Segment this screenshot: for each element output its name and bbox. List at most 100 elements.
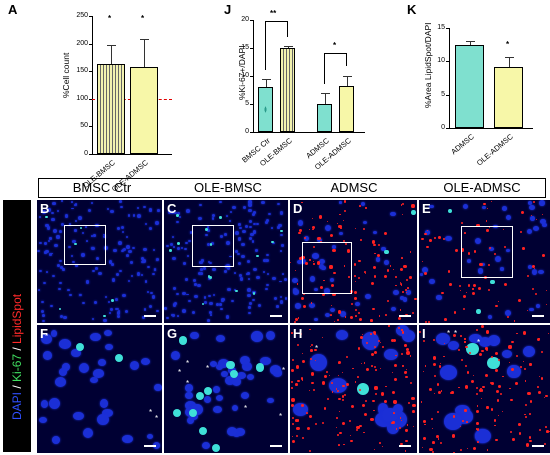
lipid-droplet — [436, 383, 440, 386]
dapi-nucleus — [272, 242, 275, 245]
lipid-droplet — [373, 409, 375, 411]
dapi-nucleus — [247, 294, 251, 298]
lipid-droplet — [346, 356, 349, 359]
lipid-droplet — [499, 392, 503, 395]
lipid-droplet — [354, 227, 357, 230]
lipid-droplet — [449, 283, 452, 286]
dapi-nucleus — [254, 249, 259, 252]
dapi-nucleus — [294, 303, 302, 309]
lipid-droplet — [394, 377, 398, 381]
dapi-nucleus — [330, 307, 336, 312]
dapi-nucleus — [165, 316, 169, 320]
lipid-droplet — [401, 256, 403, 259]
dapi-nucleus — [70, 200, 74, 203]
lipid-droplet — [409, 251, 412, 253]
chart-j-error-bar — [346, 76, 348, 86]
dapi-nucleus — [109, 308, 113, 312]
chart-j-bracket-1-top — [265, 21, 287, 22]
lipid-droplet — [336, 390, 339, 393]
chart-j-tick-label: 20 — [241, 16, 249, 23]
lipid-droplet — [401, 291, 404, 294]
chart-k-significance: * — [506, 40, 510, 49]
asterisk-marker: * — [279, 412, 283, 421]
lipid-droplet — [476, 223, 480, 227]
lipid-droplet — [301, 436, 304, 439]
lipid-droplet — [490, 355, 493, 358]
dapi-nucleus — [51, 211, 54, 214]
dapi-nucleus — [225, 215, 229, 218]
lipid-droplet — [290, 368, 294, 372]
lipid-droplet — [301, 403, 305, 407]
chart-a-significance: * — [108, 14, 112, 23]
lipid-droplet — [516, 355, 519, 358]
lipid-droplet — [373, 448, 376, 450]
dapi-nucleus — [469, 333, 482, 344]
dapi-nucleus — [176, 315, 179, 318]
dapi-nucleus — [81, 301, 85, 304]
dapi-nucleus — [196, 283, 201, 287]
lipid-droplet — [452, 414, 456, 418]
dapi-nucleus — [73, 229, 77, 232]
lipid-droplet — [391, 390, 396, 395]
lipid-droplet — [296, 344, 299, 347]
lipid-droplet — [294, 320, 297, 323]
lipid-droplet — [343, 393, 346, 396]
dapi-nucleus — [144, 280, 148, 283]
lipid-droplet — [333, 320, 335, 322]
dapi-nucleus — [181, 247, 184, 250]
dapi-nucleus — [175, 220, 179, 224]
lipid-droplet — [432, 450, 435, 453]
dapi-nucleus — [488, 335, 501, 346]
lipid-droplet — [371, 364, 373, 367]
dapi-nucleus — [242, 361, 252, 372]
chart-k-tick-label: 10 — [437, 57, 445, 65]
lipid-droplet — [405, 278, 408, 281]
lipid-droplet — [338, 410, 341, 413]
lipid-droplet — [313, 263, 315, 265]
lipid-droplet — [497, 358, 500, 362]
lipid-droplet — [495, 351, 499, 355]
chart-k-y-axis — [449, 28, 450, 128]
lipid-droplet — [409, 355, 412, 357]
chart-j-tick-mark — [250, 76, 253, 77]
lipid-droplet — [294, 419, 298, 423]
lipid-droplet — [545, 304, 547, 306]
dapi-nucleus — [279, 280, 282, 283]
lipid-droplet — [438, 235, 441, 239]
asterisk-marker: * — [45, 332, 49, 341]
lipid-droplet — [290, 262, 292, 264]
lipid-droplet — [485, 373, 489, 377]
chart-k-error-cap — [504, 56, 514, 58]
lipid-droplet — [466, 371, 470, 374]
lipid-droplet — [370, 417, 374, 422]
dapi-nucleus — [144, 222, 147, 225]
lipid-droplet — [502, 228, 505, 231]
lipid-droplet — [351, 404, 355, 409]
dapi-nucleus — [355, 302, 361, 306]
lipid-droplet — [333, 271, 336, 275]
lipid-droplet — [519, 230, 522, 233]
ki67-nucleus — [234, 289, 238, 293]
lipid-droplet — [338, 398, 341, 401]
lipid-droplet — [370, 282, 375, 286]
dapi-nucleus — [111, 263, 115, 266]
lipid-droplet — [379, 368, 381, 370]
dapi-nucleus — [277, 226, 281, 229]
lipid-droplet — [474, 250, 477, 253]
dapi-nucleus — [312, 253, 319, 259]
lipid-droplet — [495, 369, 499, 372]
dapi-nucleus — [375, 257, 380, 262]
dapi-nucleus — [340, 311, 346, 317]
dapi-nucleus — [215, 394, 223, 401]
lipid-droplet — [486, 208, 488, 210]
lipid-droplet — [304, 236, 307, 239]
lipid-droplet — [422, 419, 426, 423]
dapi-nucleus — [47, 208, 51, 212]
lipid-droplet — [384, 275, 388, 278]
dapi-nucleus — [248, 312, 251, 315]
micrograph-label: E — [422, 201, 431, 216]
lipid-droplet — [440, 363, 442, 365]
lipid-droplet — [297, 380, 300, 383]
lipid-droplet — [292, 435, 294, 437]
lipid-droplet — [301, 379, 304, 381]
